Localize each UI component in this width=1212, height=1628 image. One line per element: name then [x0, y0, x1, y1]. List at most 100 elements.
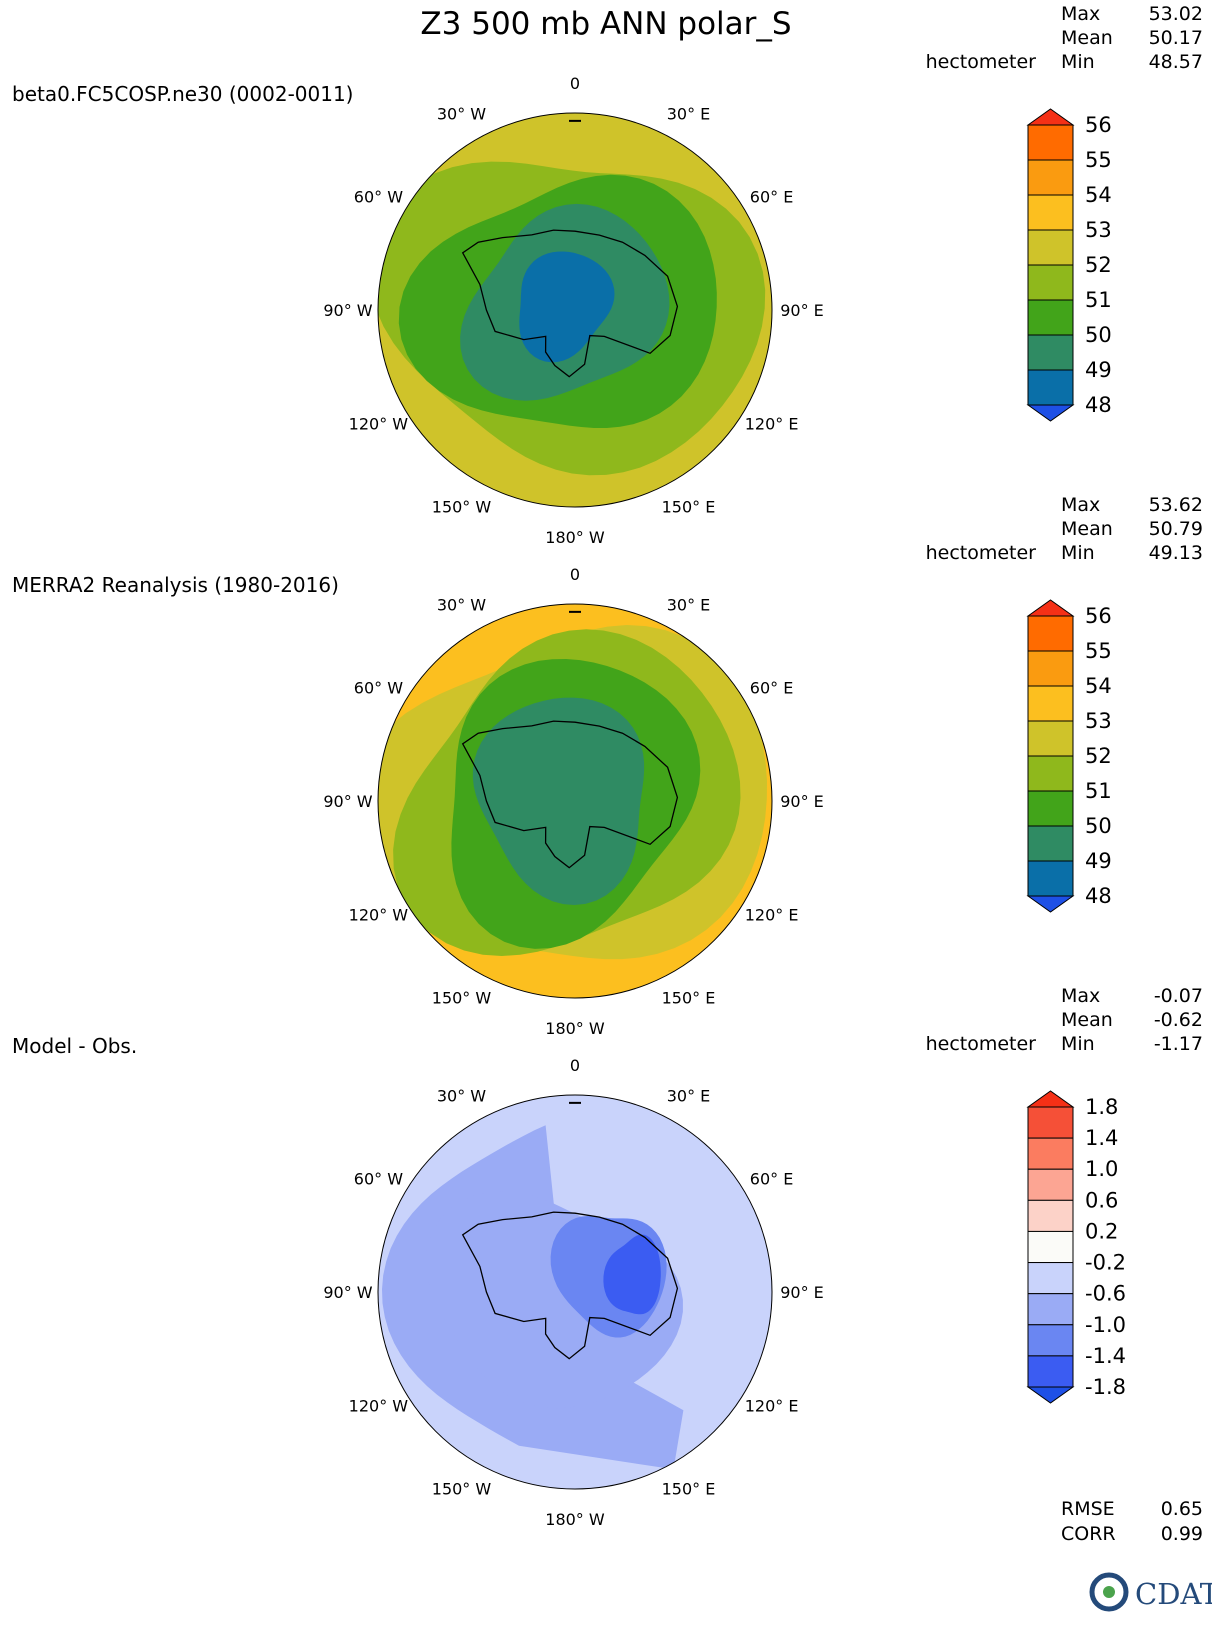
- colorbar-swatch: [1027, 159, 1074, 196]
- longitude-label: 180° W: [545, 1510, 605, 1529]
- colorbar-tick-label: -0.6: [1085, 1282, 1126, 1306]
- stat-value-max: 53.02: [1149, 3, 1203, 25]
- colorbar-tick-label: -1.8: [1085, 1375, 1126, 1399]
- rmse-value: 0.65: [1161, 1498, 1203, 1520]
- colorbar-swatch: [1027, 124, 1074, 161]
- longitude-label: 150° W: [432, 1480, 492, 1499]
- colorbar-swatch: [1027, 615, 1074, 652]
- longitude-label: 180° W: [545, 1019, 605, 1038]
- units-label: hectometer: [926, 1033, 1037, 1055]
- colorbar-tick-label: 50: [1085, 814, 1112, 838]
- colorbar-swatch: [1027, 790, 1074, 827]
- corr-value: 0.99: [1161, 1523, 1203, 1545]
- stat-value-mean: 50.79: [1149, 518, 1203, 540]
- map-field: [378, 113, 772, 507]
- longitude-label: 60° E: [750, 188, 794, 207]
- footer: RMSE 0.65 CORR 0.99 CDAT: [1061, 1498, 1212, 1612]
- colorbar-high-arrow: [1026, 1090, 1075, 1108]
- colorbar-swatch: [1027, 334, 1074, 371]
- colorbar-tick-label: 56: [1085, 604, 1112, 628]
- map-boundary: [377, 112, 773, 508]
- stat-label-max: Max: [1061, 3, 1100, 25]
- panel-title: beta0.FC5COSP.ne30 (0002-0011): [12, 82, 353, 106]
- colorbar-swatch: [1027, 685, 1074, 722]
- stat-value-max: -0.07: [1154, 985, 1203, 1007]
- map-boundary: [377, 1094, 773, 1490]
- colorbar-tick-label: 48: [1085, 884, 1112, 908]
- contour-region: [472, 697, 645, 905]
- longitude-label: 150° W: [432, 498, 492, 517]
- colorbar-tick-label: 48: [1085, 393, 1112, 417]
- longitude-label: 150° E: [662, 1480, 716, 1499]
- colorbar-swatch: [1027, 1230, 1074, 1264]
- stat-value-mean: 50.17: [1149, 27, 1203, 49]
- contour-region: [519, 251, 615, 363]
- colorbar-tick-label: 55: [1085, 639, 1112, 663]
- colorbar-tick-label: 54: [1085, 183, 1112, 207]
- colorbar-swatch: [1027, 194, 1074, 231]
- longitude-label: 30° E: [667, 595, 711, 614]
- cdat-logo: CDAT: [1089, 1572, 1212, 1612]
- stat-label-min: Min: [1061, 1033, 1095, 1055]
- colorbar-tick-label: 51: [1085, 779, 1112, 803]
- colorbar-swatch: [1027, 755, 1074, 792]
- colorbar-low-arrow: [1026, 895, 1075, 913]
- map-field: [378, 1095, 772, 1489]
- colorbar-swatch: [1027, 860, 1074, 897]
- longitude-label: 60° W: [354, 1170, 403, 1189]
- stat-label-mean: Mean: [1061, 1009, 1113, 1031]
- stat-value-max: 53.62: [1149, 494, 1203, 516]
- panel-1: MERRA2 Reanalysis (1980-2016) Max 53.62 Mea…: [12, 494, 1203, 1038]
- colorbar-swatch: [1027, 299, 1074, 336]
- longitude-label: 60° W: [354, 679, 403, 698]
- longitude-label: 90° W: [323, 792, 372, 811]
- colorbar: 56 55 54 53 52 51 50 49 48: [1026, 108, 1112, 422]
- colorbar-tick-label: 49: [1085, 849, 1112, 873]
- cdat-logo-ring: [1089, 1572, 1129, 1612]
- colorbar-tick-label: 0.2: [1085, 1219, 1118, 1243]
- colorbar-swatch: [1027, 1262, 1074, 1295]
- colorbar-tick-label: 49: [1085, 358, 1112, 382]
- stat-label-max: Max: [1061, 985, 1100, 1007]
- colorbar: 56 55 54 53 52 51 50 49 48: [1026, 599, 1112, 913]
- longitude-label: 150° E: [662, 989, 716, 1008]
- longitude-label: 30° W: [437, 595, 486, 614]
- longitude-label: 150° E: [662, 498, 716, 517]
- coastline: [461, 229, 679, 378]
- colorbar-swatch: [1027, 1324, 1074, 1357]
- colorbar-high-arrow: [1026, 108, 1075, 126]
- colorbar-tick-label: 1.0: [1085, 1157, 1118, 1181]
- units-label: hectometer: [926, 542, 1037, 564]
- colorbar-swatch: [1027, 720, 1074, 757]
- longitude-label: 120° E: [745, 906, 799, 925]
- longitude-label: 30° E: [667, 104, 711, 123]
- coastline: [461, 1211, 679, 1360]
- panel-0: beta0.FC5COSP.ne30 (0002-0011) Max 53.02 Me…: [12, 3, 1203, 547]
- map-boundary: [377, 603, 773, 999]
- units-label: hectometer: [926, 51, 1037, 73]
- stat-value-mean: -0.62: [1154, 1009, 1203, 1031]
- longitude-label: 0: [570, 74, 580, 93]
- colorbar-swatch: [1027, 1199, 1074, 1232]
- colorbar-tick-label: 52: [1085, 253, 1112, 277]
- colorbar-tick-label: 52: [1085, 744, 1112, 768]
- colorbar-swatch: [1027, 650, 1074, 687]
- stat-label-max: Max: [1061, 494, 1100, 516]
- longitude-label: 120° E: [745, 1397, 799, 1416]
- stat-label-min: Min: [1061, 51, 1095, 73]
- panel-title: MERRA2 Reanalysis (1980-2016): [12, 573, 339, 597]
- stat-value-min: 48.57: [1149, 51, 1203, 73]
- stat-value-min: -1.17: [1154, 1033, 1203, 1055]
- colorbar-tick-label: 50: [1085, 323, 1112, 347]
- colorbar-swatch: [1027, 1293, 1074, 1326]
- longitude-label: 30° W: [437, 1086, 486, 1105]
- panels: beta0.FC5COSP.ne30 (0002-0011) Max 53.02 Me…: [12, 3, 1203, 1529]
- colorbar-swatch: [1027, 264, 1074, 301]
- longitude-label: 90° E: [780, 1283, 824, 1302]
- cdat-logo-text: CDAT: [1135, 1577, 1212, 1611]
- longitude-label: 120° W: [349, 415, 409, 434]
- longitude-label: 30° W: [437, 104, 486, 123]
- colorbar-low-arrow: [1026, 404, 1075, 422]
- contour-region: [603, 1234, 661, 1315]
